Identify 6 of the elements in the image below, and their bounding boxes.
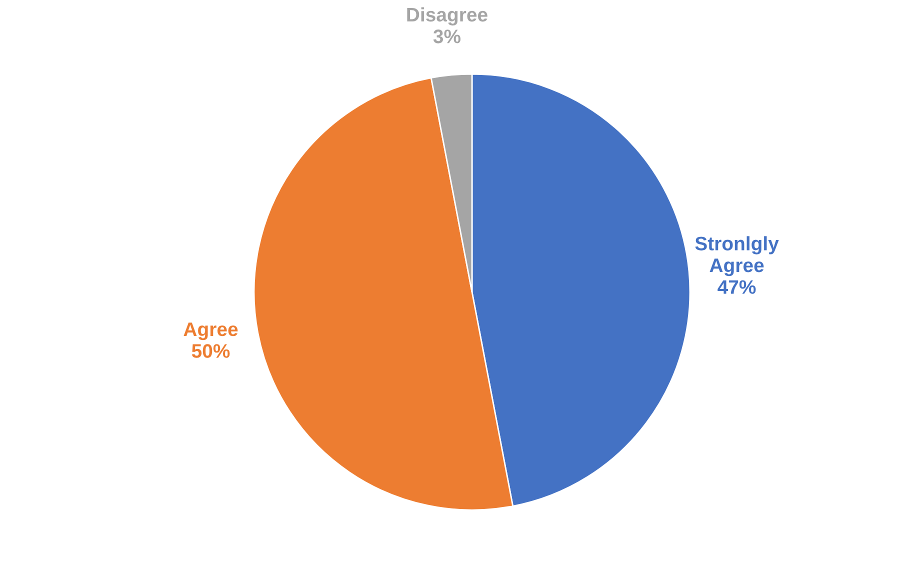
data-label: 47%	[718, 280, 756, 294]
slice-label: Disagree	[407, 7, 488, 26]
data-label: 50%	[192, 344, 230, 358]
slice-label: Stronlgly Agree	[695, 236, 779, 276]
slice-label: Agree	[184, 322, 238, 340]
data-label: 3%	[433, 30, 461, 44]
